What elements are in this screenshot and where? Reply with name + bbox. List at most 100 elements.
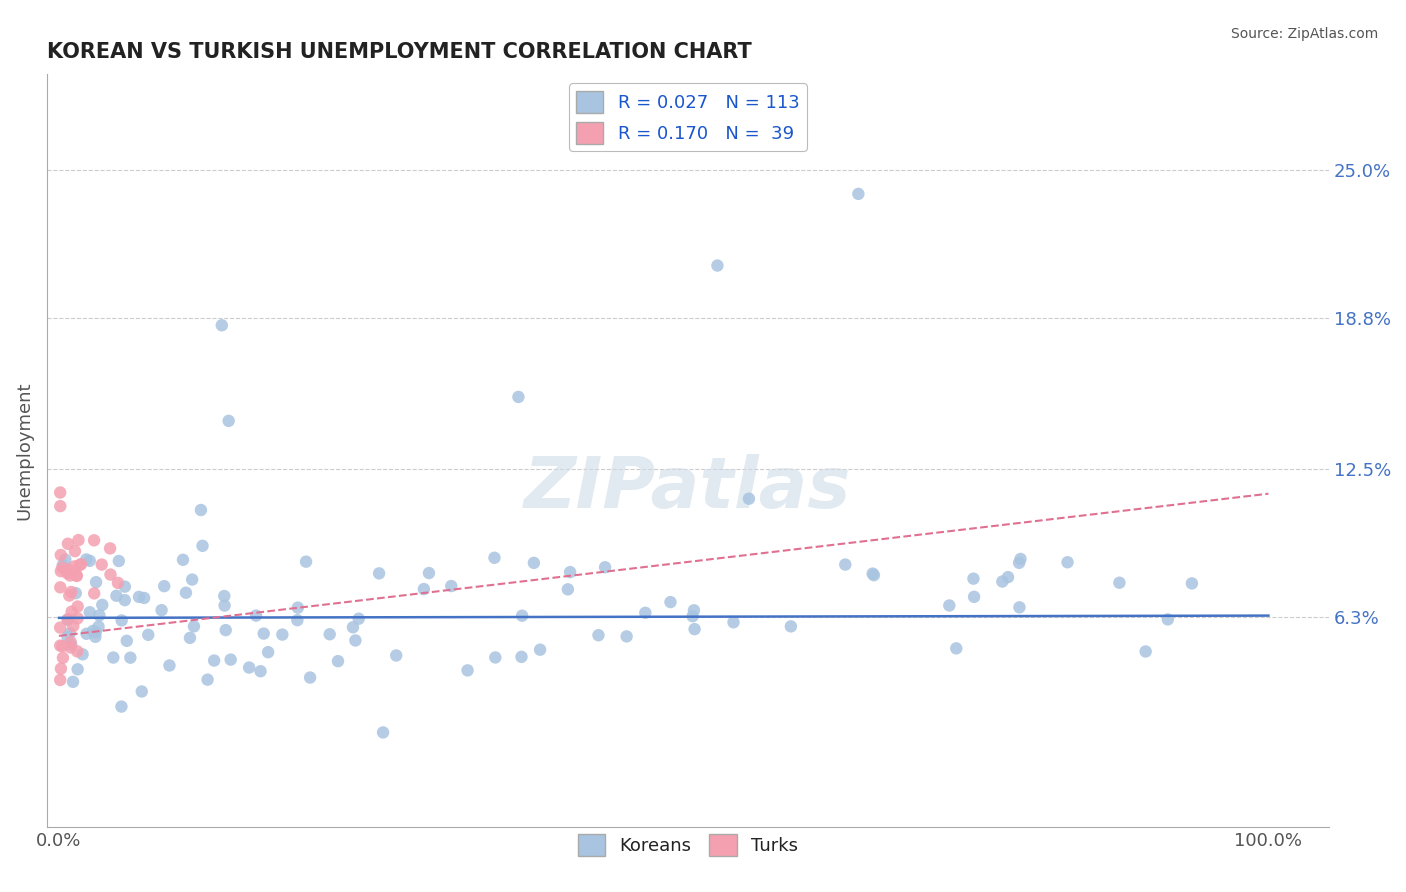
Point bbox=[197, 673, 219, 687]
Point bbox=[738, 491, 761, 506]
Point bbox=[863, 568, 886, 582]
Point bbox=[440, 579, 463, 593]
Point bbox=[215, 623, 238, 637]
Point bbox=[510, 608, 533, 623]
Point bbox=[83, 586, 105, 600]
Point bbox=[412, 582, 434, 596]
Point bbox=[114, 580, 136, 594]
Point bbox=[62, 619, 84, 633]
Point bbox=[70, 557, 93, 571]
Point bbox=[848, 186, 870, 201]
Point bbox=[84, 575, 107, 590]
Point bbox=[558, 565, 581, 579]
Point bbox=[72, 648, 94, 662]
Point bbox=[56, 630, 79, 644]
Point bbox=[136, 628, 159, 642]
Point bbox=[245, 608, 267, 623]
Point bbox=[484, 550, 506, 565]
Point bbox=[706, 259, 728, 273]
Point bbox=[69, 558, 91, 572]
Point bbox=[153, 579, 176, 593]
Point bbox=[131, 684, 153, 698]
Point bbox=[66, 599, 89, 614]
Point bbox=[249, 664, 271, 678]
Point bbox=[89, 608, 111, 623]
Point bbox=[83, 533, 105, 548]
Point bbox=[52, 650, 75, 665]
Point bbox=[84, 625, 107, 640]
Point bbox=[60, 585, 83, 599]
Point bbox=[557, 582, 579, 597]
Point bbox=[49, 499, 72, 513]
Point bbox=[159, 658, 181, 673]
Point bbox=[111, 614, 134, 628]
Point bbox=[49, 639, 72, 653]
Point bbox=[1157, 612, 1180, 626]
Y-axis label: Unemployment: Unemployment bbox=[15, 382, 32, 520]
Point bbox=[779, 619, 801, 633]
Point bbox=[257, 645, 280, 659]
Point bbox=[49, 580, 72, 594]
Point bbox=[75, 552, 97, 566]
Text: KOREAN VS TURKISH UNEMPLOYMENT CORRELATION CHART: KOREAN VS TURKISH UNEMPLOYMENT CORRELATI… bbox=[46, 42, 752, 62]
Text: ZIPatlas: ZIPatlas bbox=[524, 454, 852, 523]
Point bbox=[214, 589, 236, 603]
Point bbox=[49, 564, 72, 578]
Point bbox=[65, 568, 87, 582]
Text: Source: ZipAtlas.com: Source: ZipAtlas.com bbox=[1230, 27, 1378, 41]
Point bbox=[659, 595, 682, 609]
Point bbox=[834, 558, 856, 572]
Point bbox=[51, 561, 73, 575]
Point bbox=[51, 640, 73, 654]
Point bbox=[457, 664, 479, 678]
Point bbox=[174, 585, 197, 599]
Point bbox=[108, 554, 131, 568]
Point bbox=[60, 638, 83, 652]
Point bbox=[63, 559, 86, 574]
Point bbox=[181, 573, 204, 587]
Point bbox=[98, 541, 121, 556]
Point bbox=[60, 605, 83, 619]
Point bbox=[484, 650, 506, 665]
Point bbox=[238, 660, 260, 674]
Point bbox=[172, 553, 194, 567]
Point bbox=[56, 537, 79, 551]
Point bbox=[103, 650, 125, 665]
Point bbox=[1135, 644, 1157, 658]
Point bbox=[997, 570, 1019, 584]
Point bbox=[723, 615, 745, 630]
Point bbox=[150, 603, 173, 617]
Point bbox=[100, 567, 122, 582]
Point bbox=[49, 673, 72, 687]
Point bbox=[945, 641, 967, 656]
Point bbox=[67, 533, 90, 547]
Point bbox=[523, 556, 546, 570]
Point bbox=[508, 390, 530, 404]
Point bbox=[253, 626, 276, 640]
Point bbox=[1056, 555, 1078, 569]
Point bbox=[214, 599, 236, 613]
Point bbox=[87, 620, 110, 634]
Point bbox=[66, 662, 89, 676]
Point bbox=[295, 555, 318, 569]
Point bbox=[862, 566, 884, 581]
Point bbox=[183, 619, 205, 633]
Point bbox=[1010, 552, 1032, 566]
Point bbox=[368, 566, 391, 581]
Point bbox=[114, 593, 136, 607]
Point bbox=[271, 627, 294, 641]
Point bbox=[49, 485, 72, 500]
Point bbox=[938, 599, 960, 613]
Point bbox=[385, 648, 408, 663]
Point bbox=[134, 591, 156, 605]
Point bbox=[326, 654, 349, 668]
Point bbox=[62, 674, 84, 689]
Point bbox=[588, 628, 610, 642]
Point bbox=[510, 649, 533, 664]
Point bbox=[616, 629, 638, 643]
Point bbox=[1008, 600, 1031, 615]
Point bbox=[66, 644, 89, 658]
Point bbox=[84, 630, 107, 644]
Point bbox=[963, 590, 986, 604]
Point bbox=[115, 633, 138, 648]
